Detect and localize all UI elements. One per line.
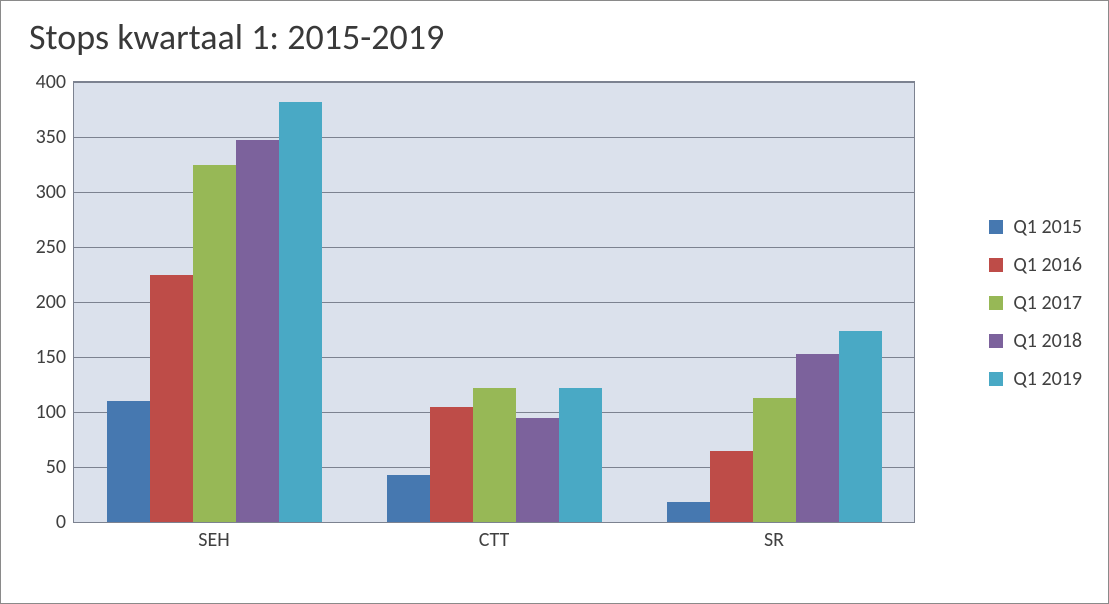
chart-title: Stops kwartaal 1: 2015-2019	[29, 15, 444, 59]
bar	[279, 102, 322, 522]
chart-frame: Stops kwartaal 1: 2015-2019 050100150200…	[0, 0, 1109, 604]
bar	[387, 475, 430, 522]
bar	[430, 407, 473, 523]
x-tick-label: SR	[764, 528, 784, 552]
legend-item: Q1 2019	[989, 367, 1082, 391]
legend-swatch	[989, 334, 1003, 348]
y-tick-label: 100	[6, 400, 66, 424]
bar	[710, 451, 753, 523]
legend-swatch	[989, 296, 1003, 310]
legend-label: Q1 2016	[1013, 253, 1082, 277]
y-tick-label: 0	[6, 510, 66, 534]
legend-label: Q1 2018	[1013, 329, 1082, 353]
y-tick-label: 400	[6, 70, 66, 94]
bar	[667, 502, 710, 522]
bar	[753, 398, 796, 522]
bar-group	[387, 82, 602, 522]
bar	[796, 354, 839, 522]
y-tick-label: 300	[6, 180, 66, 204]
bar	[559, 388, 602, 522]
legend-swatch	[989, 220, 1003, 234]
bar	[193, 165, 236, 523]
bar	[236, 140, 279, 522]
legend-swatch	[989, 258, 1003, 272]
legend-label: Q1 2017	[1013, 291, 1082, 315]
bar	[839, 331, 882, 522]
legend-label: Q1 2019	[1013, 367, 1082, 391]
y-tick-label: 200	[6, 290, 66, 314]
plot-area: 050100150200250300350400SEHCTTSR	[73, 81, 915, 523]
legend-swatch	[989, 372, 1003, 386]
bar	[516, 418, 559, 523]
bar	[107, 401, 150, 522]
legend-item: Q1 2016	[989, 253, 1082, 277]
y-tick-label: 150	[6, 345, 66, 369]
legend-label: Q1 2015	[1013, 215, 1082, 239]
bar-group	[667, 82, 882, 522]
x-tick-label: SEH	[198, 528, 229, 552]
bar	[150, 275, 193, 523]
legend: Q1 2015 Q1 2016 Q1 2017 Q1 2018 Q1 2019	[989, 201, 1082, 405]
bar	[473, 388, 516, 522]
x-tick-label: CTT	[479, 528, 510, 552]
legend-item: Q1 2017	[989, 291, 1082, 315]
y-tick-label: 350	[6, 125, 66, 149]
bar-group	[107, 82, 322, 522]
y-tick-label: 50	[6, 455, 66, 479]
legend-item: Q1 2018	[989, 329, 1082, 353]
legend-item: Q1 2015	[989, 215, 1082, 239]
y-tick-label: 250	[6, 235, 66, 259]
